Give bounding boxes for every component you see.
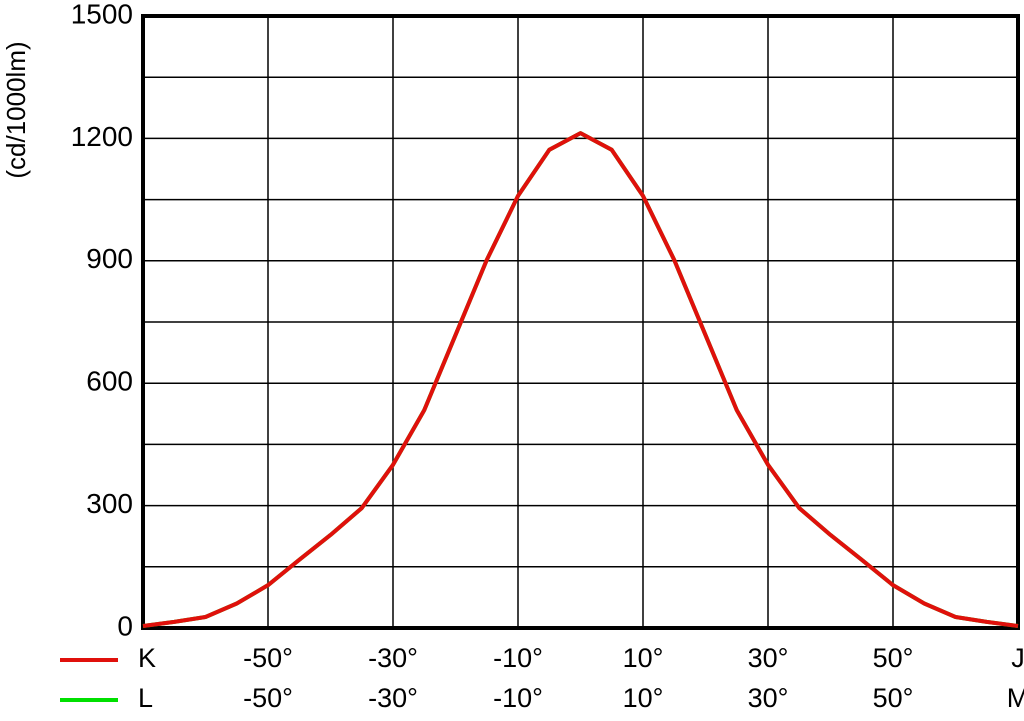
y-tick-label: 900 <box>86 243 133 274</box>
y-tick-label: 1500 <box>71 0 133 29</box>
data-line <box>142 131 1019 628</box>
legend-label: K <box>138 643 156 673</box>
x-tick-label: -30° <box>368 643 418 673</box>
x-tick-label: -10° <box>493 643 543 673</box>
y-tick-label: 0 <box>117 610 133 641</box>
y-tick-label: 600 <box>86 366 133 397</box>
y-tick-label: 300 <box>86 488 133 519</box>
data-line <box>142 131 1019 628</box>
x-tick-label: 30° <box>748 643 789 673</box>
y-tick-label: 1200 <box>71 121 133 152</box>
x-tick-label: 50° <box>873 683 914 713</box>
y-axis-label: (cd/1000lm) <box>1 41 31 178</box>
x-tick-label: J <box>1011 643 1024 673</box>
x-tick-label: -50° <box>243 643 293 673</box>
x-tick-label: 10° <box>623 683 664 713</box>
legend-label: L <box>138 683 153 713</box>
x-tick-label: 50° <box>873 643 914 673</box>
x-tick-label: 30° <box>748 683 789 713</box>
x-tick-label: -50° <box>243 683 293 713</box>
plot-frame <box>141 14 1020 630</box>
x-tick-label: -30° <box>368 683 418 713</box>
x-tick-label: -10° <box>493 683 543 713</box>
x-tick-label: 10° <box>623 643 664 673</box>
x-tick-label: M <box>1007 683 1024 713</box>
